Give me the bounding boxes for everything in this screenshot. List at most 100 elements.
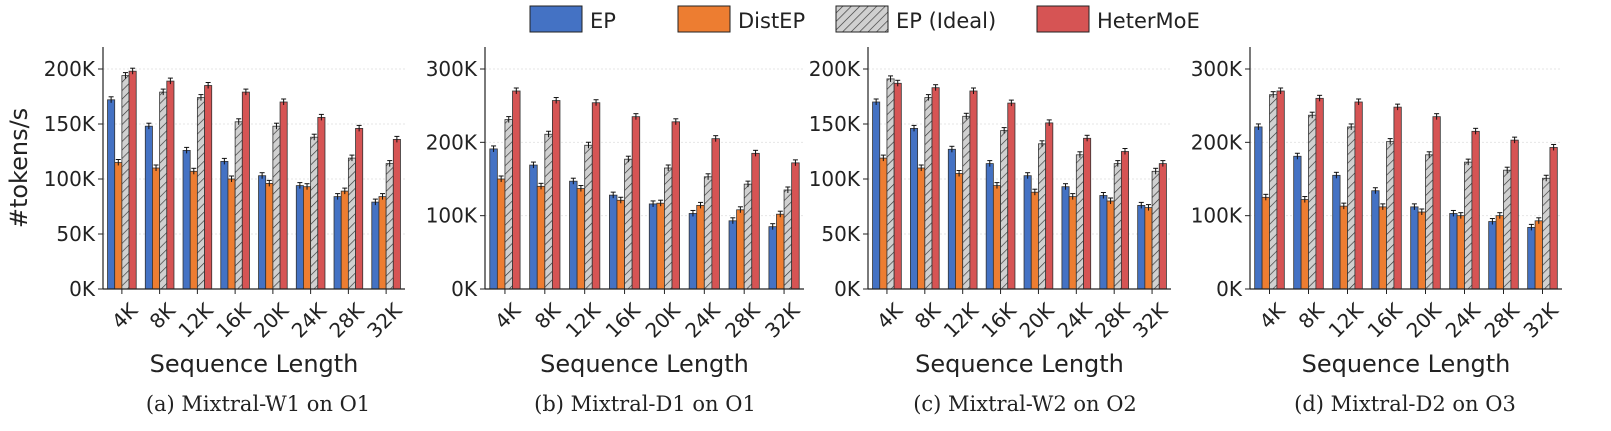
x-axis-title: Sequence Length: [1302, 350, 1511, 378]
bar-distep-16k: [992, 185, 1001, 290]
error-bar: [167, 77, 173, 85]
error-bar: [618, 196, 624, 204]
bar-ep-ideal-20k: [1425, 154, 1434, 290]
x-tick-label: 24K: [287, 298, 332, 343]
legend-item-distep: DistEP: [677, 5, 805, 33]
error-bar: [1122, 148, 1128, 155]
bar-ep-ideal-20k: [664, 167, 673, 290]
legend: EP DistEP EP (Ideal) HeterMoE: [529, 5, 1200, 33]
bar-ep-ideal-28k: [1503, 169, 1512, 290]
error-bar: [1411, 203, 1417, 210]
error-bar: [1465, 158, 1471, 166]
error-bar: [1063, 183, 1069, 190]
bar-distep-28k: [736, 209, 745, 290]
bar-ep-20k: [1410, 206, 1419, 290]
bar-distep-20k: [656, 202, 665, 290]
bar-ep-16k: [220, 160, 229, 290]
bar-hetermoe-12k: [969, 90, 978, 290]
y-tick-label: 200K: [1191, 130, 1243, 154]
error-bar: [1008, 99, 1014, 107]
error-bar: [1100, 192, 1106, 199]
error-bar: [1504, 166, 1510, 174]
y-tick-label: 100K: [1191, 204, 1243, 228]
y-tick-label: 200K: [44, 57, 96, 81]
x-axis-title: Sequence Length: [540, 350, 749, 378]
error-bar: [1160, 160, 1166, 167]
error-bar: [546, 130, 552, 138]
bar-ep-ideal-8k: [159, 91, 168, 290]
bar-distep-32k: [1534, 220, 1543, 290]
error-bar: [698, 201, 704, 209]
x-tick-label: 24K: [1052, 298, 1097, 343]
bar-distep-4k: [496, 178, 506, 290]
error-bar: [1278, 87, 1284, 94]
error-bar: [153, 164, 159, 171]
bar-hetermoe-28k: [355, 127, 364, 290]
bar-distep-24k: [303, 186, 312, 290]
bar-ep-32k: [1137, 204, 1146, 290]
panel-caption: (a) Mixtral-W1 on O1: [146, 392, 370, 416]
bar-ep-ideal-12k: [1347, 126, 1356, 290]
x-tick-label: 28K: [1090, 298, 1135, 343]
x-tick-label: 4K: [490, 298, 526, 334]
error-bar: [297, 182, 303, 189]
bar-distep-12k: [189, 170, 198, 290]
error-bar: [318, 113, 324, 121]
bar-distep-4k: [879, 157, 888, 290]
x-tick-label: 4K: [107, 298, 143, 334]
error-bar: [304, 183, 310, 190]
bar-ep-8k: [144, 125, 153, 290]
bar-distep-12k: [1339, 205, 1348, 290]
bar-ep-24k: [1449, 213, 1458, 290]
bar-distep-8k: [917, 167, 926, 290]
legend-item-ep: EP: [529, 5, 616, 33]
bar-hetermoe-20k: [1045, 122, 1054, 290]
y-tick-label: 100K: [809, 167, 861, 191]
x-tick-label: 28K: [720, 298, 765, 343]
bar-hetermoe-28k: [751, 152, 760, 290]
bar-hetermoe-20k: [1432, 116, 1441, 290]
error-bar: [1512, 136, 1518, 144]
bar-ep-ideal-4k: [121, 75, 130, 290]
error-bar: [1458, 212, 1464, 219]
error-bar: [229, 175, 235, 182]
bar-ep-ideal-20k: [1038, 143, 1047, 290]
y-tick-label: 0K: [1216, 277, 1243, 301]
error-bar: [491, 145, 497, 152]
bar-distep-20k: [1417, 211, 1426, 290]
bar-ep-16k: [1371, 190, 1380, 290]
bar-hetermoe-24k: [711, 138, 720, 290]
error-bar: [911, 124, 917, 132]
error-bar: [259, 172, 265, 179]
error-bar: [730, 217, 736, 224]
error-bar: [146, 122, 152, 130]
bar-ep-28k: [333, 196, 342, 290]
bar-distep-28k: [340, 190, 349, 290]
bar-hetermoe-12k: [591, 102, 601, 290]
bar-ep-28k: [1488, 221, 1497, 290]
bar-hetermoe-8k: [551, 100, 561, 290]
bar-hetermoe-20k: [279, 101, 288, 290]
bar-distep-4k: [1261, 196, 1270, 290]
bar-ep-8k: [1293, 155, 1302, 290]
error-bar: [665, 164, 671, 171]
error-bar: [513, 87, 519, 94]
bar-hetermoe-12k: [204, 85, 213, 290]
error-bar: [1536, 217, 1542, 224]
error-bar: [538, 182, 544, 190]
error-bar: [625, 155, 631, 163]
error-bar: [205, 82, 211, 89]
bar-ep-ideal-32k: [1542, 177, 1551, 290]
bar-ep-ideal-16k: [1000, 130, 1009, 290]
error-bar: [880, 154, 886, 162]
legend-item-ep-ideal: EP (Ideal): [835, 5, 996, 33]
y-tick-label: 200K: [426, 130, 478, 154]
bar-hetermoe-32k: [392, 138, 401, 290]
y-tick-label: 100K: [426, 204, 478, 228]
bar-ep-20k: [1023, 175, 1032, 290]
bar-ep-4k: [107, 99, 116, 290]
x-tick-label: 16K: [1363, 298, 1408, 343]
bar-ep-ideal-4k: [1269, 94, 1278, 290]
